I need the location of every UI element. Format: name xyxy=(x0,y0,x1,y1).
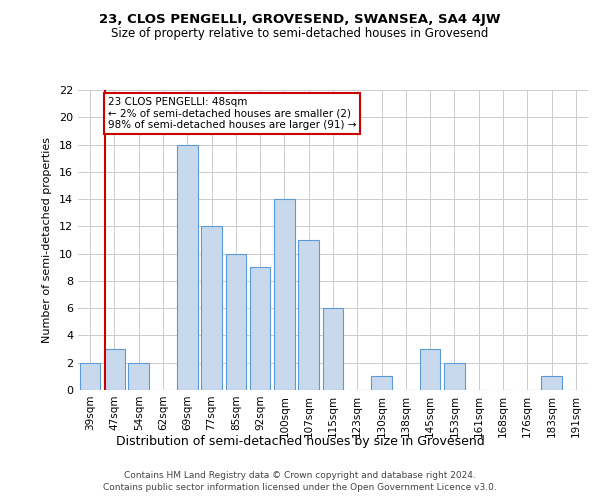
Bar xyxy=(177,144,197,390)
Bar xyxy=(201,226,222,390)
Bar xyxy=(371,376,392,390)
Bar xyxy=(80,362,100,390)
Text: Size of property relative to semi-detached houses in Grovesend: Size of property relative to semi-detach… xyxy=(112,28,488,40)
Bar xyxy=(541,376,562,390)
Text: 23, CLOS PENGELLI, GROVESEND, SWANSEA, SA4 4JW: 23, CLOS PENGELLI, GROVESEND, SWANSEA, S… xyxy=(99,12,501,26)
Bar xyxy=(420,349,440,390)
Bar xyxy=(323,308,343,390)
Bar xyxy=(444,362,465,390)
Bar xyxy=(128,362,149,390)
Bar xyxy=(298,240,319,390)
Bar xyxy=(250,268,271,390)
Text: Contains HM Land Registry data © Crown copyright and database right 2024.: Contains HM Land Registry data © Crown c… xyxy=(124,471,476,480)
Bar xyxy=(226,254,246,390)
Text: 23 CLOS PENGELLI: 48sqm
← 2% of semi-detached houses are smaller (2)
98% of semi: 23 CLOS PENGELLI: 48sqm ← 2% of semi-det… xyxy=(108,97,356,130)
Bar xyxy=(104,349,125,390)
Text: Contains public sector information licensed under the Open Government Licence v3: Contains public sector information licen… xyxy=(103,484,497,492)
Y-axis label: Number of semi-detached properties: Number of semi-detached properties xyxy=(42,137,52,343)
Bar xyxy=(274,199,295,390)
Text: Distribution of semi-detached houses by size in Grovesend: Distribution of semi-detached houses by … xyxy=(116,435,484,448)
